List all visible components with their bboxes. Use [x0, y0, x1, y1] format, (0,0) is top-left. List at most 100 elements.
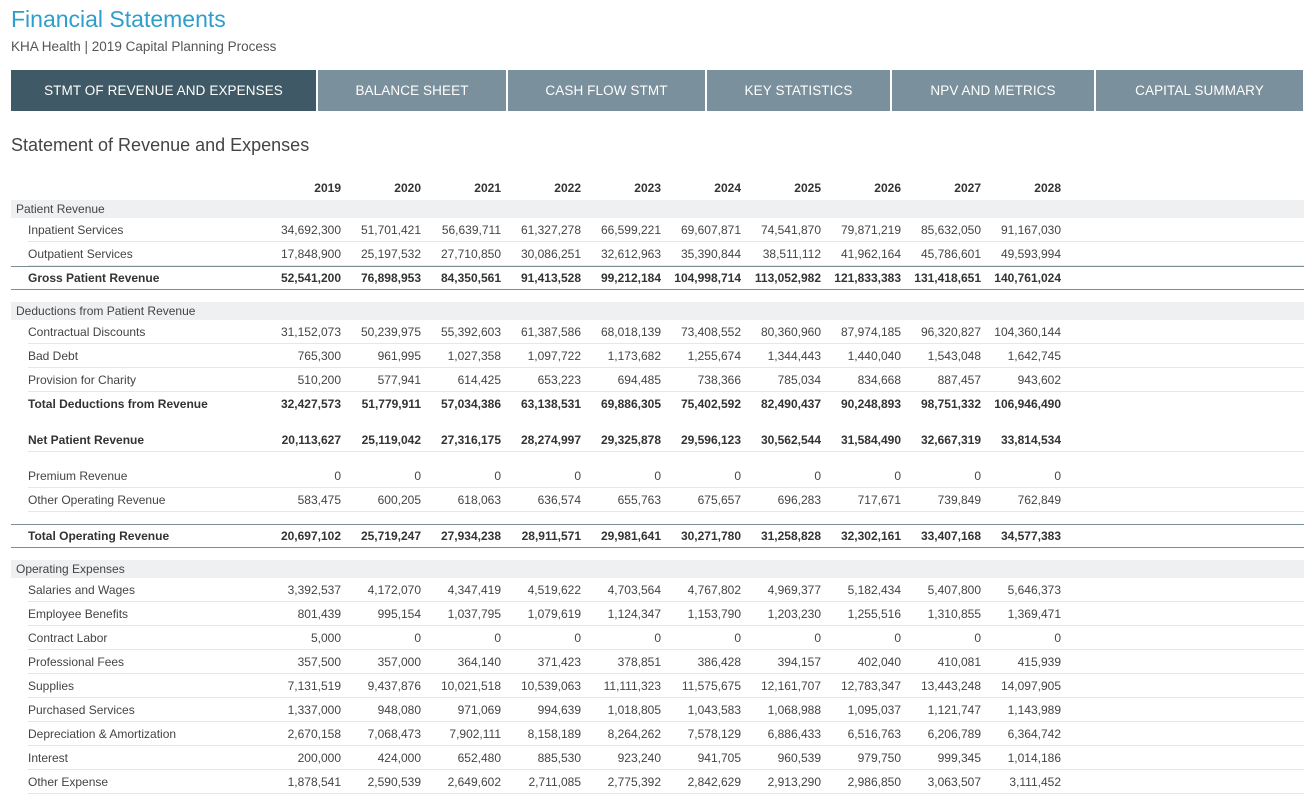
section-title: Statement of Revenue and Expenses — [11, 135, 310, 155]
value-cell-2027: 3,063,507 — [927, 775, 981, 789]
value-cell-2026: 79,871,219 — [840, 223, 901, 237]
value-cell-2022: 994,639 — [537, 703, 581, 717]
tab-npv-and-metrics[interactable]: NPV AND METRICS — [892, 70, 1094, 111]
table-row-employee-benefits: Employee Benefits 801,439 995,154 1,037,795… — [11, 602, 1304, 626]
year-header-row: 2019 2020 2021 2022 2023 2024 2025 2026 2027 2028 — [11, 176, 1304, 200]
value-cell-2023: 66,599,221 — [600, 223, 661, 237]
value-cell-2026: 1,440,040 — [847, 349, 901, 363]
value-cell-2024: 1,153,790 — [687, 607, 741, 621]
value-cell-2020: 577,941 — [377, 373, 421, 387]
tab-label: CASH FLOW STMT — [545, 83, 668, 98]
value-cell-2021: 618,063 — [457, 493, 501, 507]
value-cell-2021: 652,480 — [457, 751, 501, 765]
value-cell-2019: 583,475 — [297, 493, 341, 507]
value-cell-2023: 29,981,641 — [600, 529, 661, 543]
value-cell-2023: 0 — [654, 469, 661, 483]
value-cell-2024: 0 — [734, 631, 741, 645]
tab-capital-summary[interactable]: CAPITAL SUMMARY — [1096, 70, 1303, 111]
value-cell-2022: 91,413,528 — [520, 271, 581, 285]
value-cell-2022: 61,387,586 — [520, 325, 581, 339]
tab-key-statistics[interactable]: KEY STATISTICS — [707, 70, 890, 111]
year-header-2019: 2019 — [314, 181, 341, 195]
year-header-2022: 2022 — [554, 181, 581, 195]
value-cell-2025: 0 — [814, 631, 821, 645]
financial-table: 2019 2020 2021 2022 2023 2024 2025 2026 2027 2028… — [11, 176, 1304, 794]
value-cell-2028: 6,364,742 — [1007, 727, 1061, 741]
value-cell-2024: 11,575,675 — [681, 679, 741, 693]
value-cell-2019: 3,392,537 — [287, 583, 341, 597]
value-cell-2025: 113,052,982 — [754, 271, 821, 285]
value-cell-2019: 7,131,519 — [287, 679, 341, 693]
value-cell-2022: 2,711,085 — [528, 775, 582, 789]
value-cell-2019: 357,500 — [297, 655, 341, 669]
value-cell-2020: 948,080 — [377, 703, 421, 717]
value-cell-2024: 941,705 — [697, 751, 741, 765]
value-cell-2027: 1,310,855 — [927, 607, 981, 621]
value-cell-2024: 69,607,871 — [680, 223, 741, 237]
value-cell-2024: 30,271,780 — [680, 529, 741, 543]
row-label: Supplies — [28, 679, 75, 693]
row-label: Operating Expenses — [16, 562, 125, 576]
row-label: Other Expense — [28, 775, 109, 789]
year-header-2021: 2021 — [474, 181, 501, 195]
value-cell-2021: 364,140 — [457, 655, 501, 669]
value-cell-2026: 1,255,516 — [847, 607, 901, 621]
value-cell-2027: 6,206,789 — [927, 727, 981, 741]
value-cell-2026: 31,584,490 — [840, 433, 901, 447]
value-cell-2020: 961,995 — [377, 349, 421, 363]
value-cell-2025: 38,511,112 — [762, 247, 821, 261]
value-cell-2027: 1,121,747 — [927, 703, 981, 717]
value-cell-2023: 32,612,963 — [600, 247, 661, 261]
value-cell-2023: 0 — [654, 631, 661, 645]
year-header-2024: 2024 — [714, 181, 741, 195]
row-label: Provision for Charity — [28, 373, 137, 387]
value-cell-2025: 80,360,960 — [760, 325, 821, 339]
value-cell-2023: 1,173,682 — [607, 349, 661, 363]
value-cell-2023: 68,018,139 — [600, 325, 661, 339]
value-cell-2028: 104,360,144 — [994, 325, 1061, 339]
value-cell-2023: 655,763 — [617, 493, 661, 507]
value-cell-2023: 8,264,262 — [607, 727, 661, 741]
value-cell-2020: 357,000 — [377, 655, 421, 669]
table-row-purchased-services: Purchased Services 1,337,000 948,080 971,06… — [11, 698, 1304, 722]
value-cell-2027: 410,081 — [937, 655, 981, 669]
table-row-provision-for-charity: Provision for Charity 510,200 577,941 614,4… — [11, 368, 1304, 392]
year-header-2020: 2020 — [394, 181, 421, 195]
value-cell-2021: 971,069 — [457, 703, 501, 717]
value-cell-2019: 2,670,158 — [287, 727, 341, 741]
value-cell-2024: 1,043,583 — [687, 703, 741, 717]
tab-balance-sheet[interactable]: BALANCE SHEET — [318, 70, 506, 111]
value-cell-2021: 55,392,603 — [440, 325, 501, 339]
value-cell-2024: 104,998,714 — [674, 271, 741, 285]
row-spacer — [11, 452, 1304, 464]
value-cell-2027: 1,543,048 — [927, 349, 981, 363]
value-cell-2025: 960,539 — [777, 751, 821, 765]
tab-cash-flow-stmt[interactable]: CASH FLOW STMT — [508, 70, 705, 111]
value-cell-2025: 0 — [814, 469, 821, 483]
value-cell-2028: 0 — [1054, 469, 1061, 483]
row-spacer — [11, 548, 1304, 560]
row-spacer — [11, 416, 1304, 428]
value-cell-2026: 0 — [894, 469, 901, 483]
value-cell-2022: 0 — [574, 469, 581, 483]
value-cell-2025: 785,034 — [777, 373, 821, 387]
tab-stmt-revenue-expenses[interactable]: STMT OF REVENUE AND EXPENSES — [11, 70, 316, 111]
value-cell-2021: 614,425 — [457, 373, 501, 387]
value-cell-2020: 50,239,975 — [360, 325, 421, 339]
value-cell-2022: 28,274,997 — [520, 433, 581, 447]
row-spacer — [11, 290, 1304, 302]
table-row-gross-patient-revenue: Gross Patient Revenue 52,541,200 76,898,95… — [11, 266, 1304, 290]
value-cell-2028: 140,761,024 — [994, 271, 1061, 285]
value-cell-2021: 27,316,175 — [440, 433, 501, 447]
table-row-contractual-discounts: Contractual Discounts 31,152,073 50,239,97… — [11, 320, 1304, 344]
table-row-contract-labor: Contract Labor 5,000 0 0 0 0 0 0 0 0 0 — [11, 626, 1304, 650]
value-cell-2021: 84,350,561 — [440, 271, 501, 285]
value-cell-2027: 98,751,332 — [920, 397, 981, 411]
value-cell-2022: 4,519,622 — [527, 583, 581, 597]
value-cell-2027: 999,345 — [937, 751, 981, 765]
value-cell-2024: 2,842,629 — [687, 775, 741, 789]
table-row-salaries-and-wages: Salaries and Wages 3,392,537 4,172,070 4,34… — [11, 578, 1304, 602]
value-cell-2019: 765,300 — [297, 349, 341, 363]
value-cell-2019: 20,697,102 — [280, 529, 341, 543]
value-cell-2024: 73,408,552 — [680, 325, 741, 339]
